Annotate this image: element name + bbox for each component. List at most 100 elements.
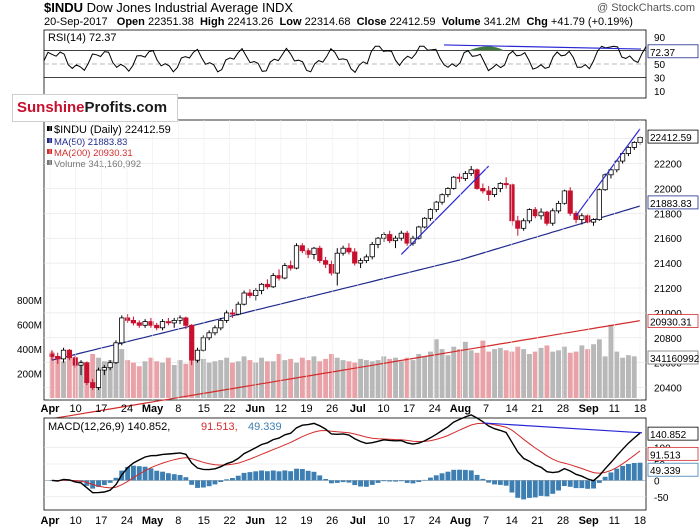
candle — [165, 317, 171, 326]
macd-x-tick: Jul — [350, 515, 366, 527]
volume-bar — [311, 356, 317, 398]
volume-bar — [323, 358, 329, 398]
candle-body — [340, 247, 346, 254]
volume-bar — [66, 354, 72, 398]
candle-body — [95, 369, 102, 388]
macd-histogram-bar — [241, 472, 247, 481]
candle-body — [375, 237, 381, 245]
macd-histogram-bar — [515, 480, 521, 498]
logo-part1: Sunshine — [17, 99, 85, 116]
price-x-tick: 10 — [70, 403, 82, 415]
candle — [346, 243, 352, 255]
candle-body — [451, 176, 457, 189]
volume-bar — [101, 361, 107, 398]
candle — [60, 347, 67, 363]
macd-histogram-bar — [200, 480, 206, 488]
price-x-tick: 10 — [377, 403, 389, 415]
volume-bar — [294, 362, 299, 398]
candle-body — [328, 263, 335, 274]
price-y-tick: 21800 — [654, 209, 682, 220]
macd-histogram-bar — [270, 470, 276, 481]
macd-x-tick: 12 — [275, 515, 287, 527]
legend-swatch — [47, 149, 52, 154]
sunshine-profits-logo: SunshineProfits.com — [12, 94, 178, 122]
candle — [159, 319, 166, 331]
candle — [567, 187, 573, 216]
candle-body — [561, 190, 568, 204]
candle-body — [305, 250, 311, 255]
legend-swatch — [47, 126, 52, 131]
volume-bar — [61, 361, 66, 398]
candle — [352, 248, 358, 266]
volume-bar — [497, 347, 503, 398]
macd-histogram-bar — [596, 480, 602, 483]
volume-bar — [532, 351, 538, 398]
macd-legend-main: MACD(12,26,9) 140.852, — [48, 421, 170, 433]
candle-body — [427, 209, 434, 219]
open-label: Open — [116, 16, 145, 28]
candle — [462, 171, 469, 181]
volume-bar — [398, 361, 404, 398]
candle — [288, 260, 294, 271]
macd-histogram-bar — [154, 470, 160, 481]
candle-body — [590, 219, 597, 223]
candle — [503, 177, 509, 189]
candle — [445, 187, 451, 198]
macd-x-tick: Aug — [450, 515, 471, 527]
candle — [585, 214, 591, 224]
macd-last-label-box — [647, 426, 699, 441]
candle — [305, 248, 311, 259]
price-x-tick: 17 — [403, 403, 415, 415]
volume-bar — [160, 362, 165, 398]
candle — [538, 208, 544, 220]
candle — [148, 317, 154, 328]
candle-body — [392, 237, 399, 242]
logo-part2: Profits.com — [84, 99, 168, 116]
macd-histogram-bar — [101, 480, 107, 486]
candle — [433, 200, 439, 213]
macd-histogram-bar — [206, 480, 212, 487]
volume-bar — [503, 350, 509, 398]
price-legend-item: $INDU (Daily) 22412.59 — [54, 124, 171, 136]
candle — [392, 235, 399, 249]
volume-bar — [224, 357, 230, 398]
macd-x-tick: 10 — [377, 515, 389, 527]
volume-bar — [165, 357, 171, 398]
volume-bar — [334, 357, 340, 398]
macd-histogram-bar — [416, 480, 422, 482]
macd-histogram-bar — [433, 475, 439, 481]
macd-x-tick: 14 — [506, 515, 518, 527]
volume-bar — [602, 356, 608, 398]
candle-body — [60, 349, 67, 360]
candle-body — [113, 342, 119, 364]
macd-x-tick: Jun — [245, 515, 265, 527]
candle — [130, 316, 136, 326]
volume-bar — [596, 339, 602, 398]
candle — [258, 283, 265, 295]
candle-body — [387, 234, 393, 242]
candle-body — [317, 247, 323, 261]
legend-swatch — [47, 138, 52, 143]
volume-bar — [305, 360, 311, 398]
macd-histogram-bar — [334, 480, 340, 483]
rsi-y-tick: 30 — [654, 74, 666, 85]
macd-histogram-bar — [288, 471, 294, 481]
candle — [177, 315, 183, 325]
volume-bar — [614, 351, 620, 398]
macd-histogram-bar — [247, 472, 253, 481]
candle — [95, 367, 102, 391]
volume-bar — [573, 351, 579, 398]
macd-histogram-bar — [637, 462, 643, 481]
candle — [241, 290, 247, 306]
candle — [189, 324, 195, 366]
macd-histogram-bar — [305, 470, 311, 481]
macd-histogram-bar — [346, 480, 352, 483]
price-x-tick: 28 — [557, 403, 569, 415]
price-y-tick: 20400 — [654, 384, 682, 395]
macd-histogram-bar — [509, 480, 515, 493]
macd-signal-line — [51, 422, 641, 489]
candle — [235, 301, 241, 316]
candle — [229, 309, 235, 318]
price-x-tick: 15 — [198, 403, 210, 415]
candle — [387, 230, 393, 244]
